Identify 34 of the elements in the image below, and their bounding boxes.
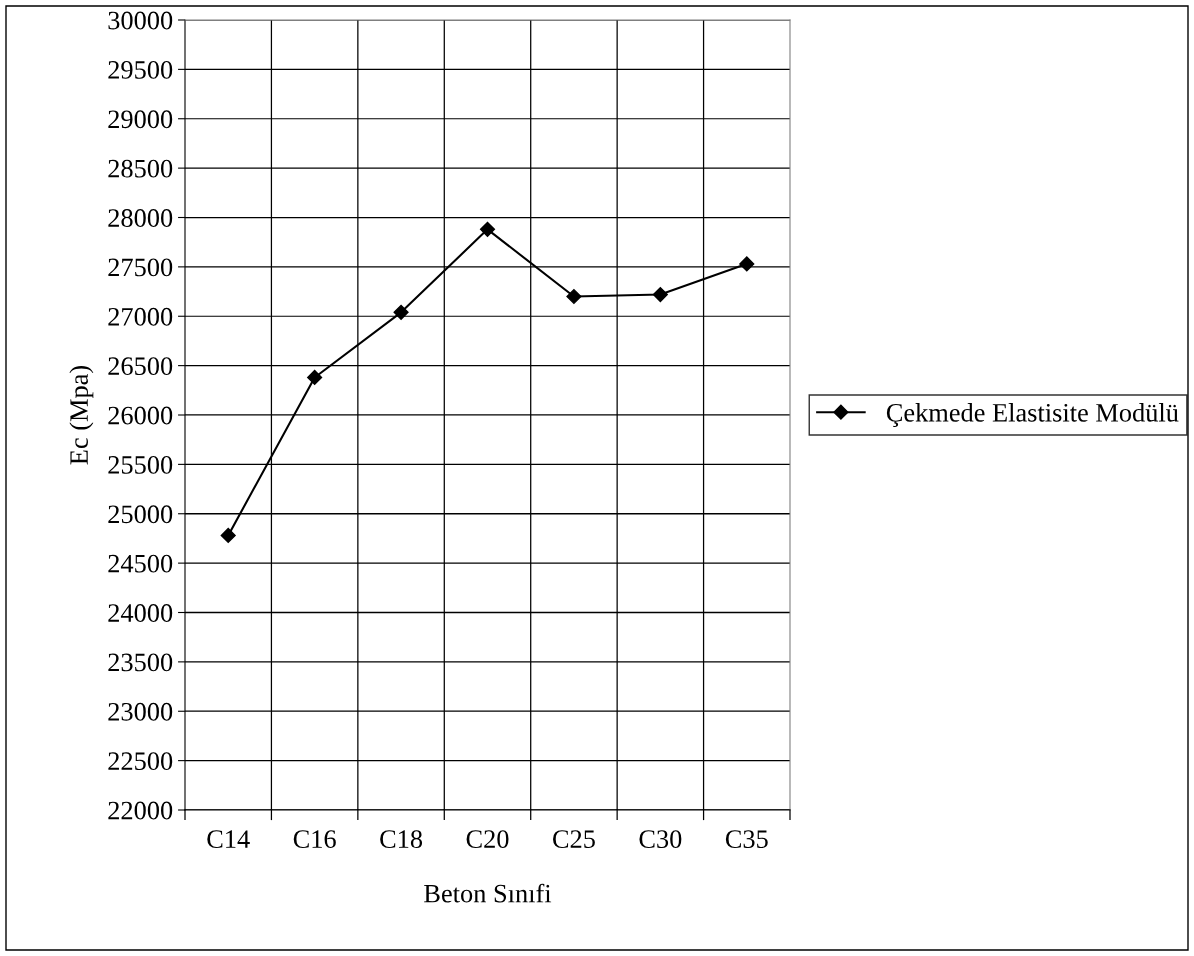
point: [220, 527, 236, 544]
x-tick-label: C25: [553, 830, 595, 849]
x-tick-label: C18: [380, 830, 423, 849]
y-tick-label: 24000: [108, 604, 173, 622]
point: [739, 256, 755, 272]
y-tick-label: 30000: [108, 11, 173, 30]
y-tick-label: 26500: [108, 357, 173, 376]
point: [307, 369, 323, 386]
y-tick-label: 26000: [108, 406, 173, 425]
y-tick-label: 29000: [108, 110, 173, 129]
y-tick-label: 27500: [108, 258, 173, 277]
y-tick-label: 24500: [108, 554, 173, 573]
y-tick-label: 22500: [108, 752, 173, 771]
x-axis-title: Beton Sınıfi: [424, 883, 552, 903]
point: [652, 286, 668, 303]
x-tick-label: C30: [639, 830, 682, 849]
point: [566, 288, 582, 305]
y-tick-label: 27000: [108, 307, 173, 326]
x-tick-label: C16: [293, 830, 336, 849]
y-tick-label: 23000: [108, 702, 173, 721]
legend-label: Çekmede Elastisite Modülü: [886, 403, 1179, 428]
point: [393, 304, 409, 320]
point: [479, 221, 496, 237]
x-tick-label: C35: [725, 830, 768, 849]
y-tick-label: 28500: [108, 159, 173, 178]
y-axis-title: Ec (Mpa): [69, 365, 94, 465]
x-tick-label: C14: [207, 830, 250, 849]
x-tick-label: C20: [466, 830, 509, 849]
y-tick-label: 23500: [108, 653, 173, 672]
y-tick-label: 29500: [108, 60, 173, 79]
y-tick-label: 25000: [108, 505, 173, 524]
y-tick-label: 25500: [108, 455, 173, 474]
y-tick-label: 22000: [108, 801, 173, 820]
y-tick-label: 28000: [108, 209, 173, 227]
